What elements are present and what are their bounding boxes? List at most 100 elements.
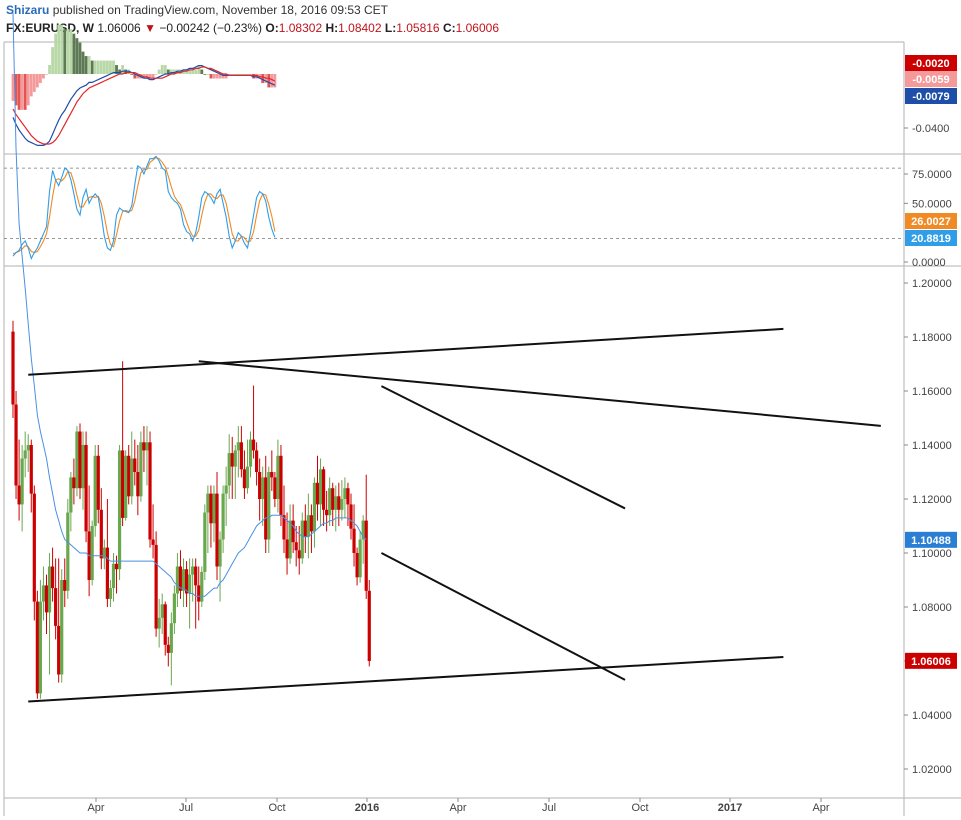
candle-body — [261, 477, 265, 499]
macd-histogram-bar — [23, 74, 27, 110]
candle-body — [297, 550, 301, 559]
candle-down — [209, 485, 213, 548]
macd-histogram-bar — [75, 38, 79, 74]
candle-down — [133, 439, 137, 486]
candle-body — [312, 482, 317, 532]
candle-down — [367, 580, 371, 667]
candle-body — [26, 445, 30, 451]
candle-body — [328, 488, 332, 516]
candle-body — [346, 488, 350, 505]
candle-up — [60, 569, 64, 683]
candle-down — [239, 426, 243, 478]
x-tick-label: 2017 — [718, 802, 742, 814]
macd-histogram-bar — [209, 74, 213, 79]
price-tick-label: 1.02000 — [912, 764, 952, 776]
trendline-1 — [28, 327, 784, 376]
candle-body — [90, 526, 94, 580]
candle-body — [84, 445, 88, 532]
stoch-tag-k: 20.8819 — [905, 230, 957, 246]
macd-histogram-bar — [233, 74, 237, 75]
candle-body — [72, 477, 76, 489]
candle-down — [105, 499, 109, 607]
candle-down — [309, 504, 314, 553]
candle-down — [325, 490, 329, 532]
candle-down — [215, 472, 219, 580]
candle-down — [96, 445, 100, 524]
candle-up — [75, 426, 79, 497]
candle-body — [355, 553, 359, 578]
macd-histogram-bar — [63, 29, 67, 74]
macd-histogram-bar — [172, 69, 176, 74]
price-tick-label: 1.14000 — [912, 440, 952, 452]
candle-body — [151, 539, 155, 545]
candle-body — [172, 593, 176, 624]
macd-histogram-bar — [221, 74, 225, 79]
macd-histogram-bar — [224, 74, 228, 79]
stoch-tick-0: 0.0000 — [912, 257, 946, 269]
candle-body — [105, 547, 109, 599]
candle-down — [148, 431, 152, 548]
price-tag-last-bg — [905, 652, 957, 669]
macd-histogram-bar — [261, 74, 265, 83]
candle-body — [200, 571, 204, 602]
author-name[interactable]: Shizaru — [6, 3, 50, 17]
candle-down — [279, 445, 283, 526]
candle-up — [117, 445, 122, 580]
macd-tick-label: -0.0400 — [912, 123, 949, 135]
candle-down — [264, 455, 268, 553]
candle-body — [188, 574, 192, 594]
candle-body — [154, 544, 158, 629]
candle-body — [245, 466, 250, 489]
candle-down — [127, 445, 131, 505]
candle-up — [191, 558, 195, 602]
candle-body — [142, 442, 146, 451]
candle-body — [251, 439, 256, 451]
candle-down — [337, 482, 341, 526]
candle-down — [270, 450, 274, 491]
candle-body — [93, 455, 97, 526]
candle-body — [133, 458, 137, 472]
candle-body — [175, 566, 180, 594]
candle-up — [233, 445, 237, 499]
macd-histogram-bar — [246, 74, 249, 75]
trendline-2 — [198, 360, 881, 427]
open-value: 1.08302 — [278, 21, 323, 35]
candle-body — [364, 520, 368, 591]
candle-body — [160, 604, 164, 618]
macd-histogram-bar — [60, 24, 64, 74]
candle-up — [139, 431, 143, 502]
candle-down — [154, 531, 158, 637]
candle-up — [157, 598, 161, 648]
candle-body — [270, 472, 274, 478]
price-tick-label: 1.20000 — [912, 278, 952, 290]
candle-up — [218, 531, 222, 602]
candle-body — [111, 563, 116, 589]
candle-body — [139, 442, 143, 497]
price-tick-label: 1.16000 — [912, 386, 952, 398]
macd-histogram-bar — [29, 74, 33, 97]
candle-down — [166, 636, 170, 667]
candle-body — [294, 542, 298, 551]
price-tick-label: 1.18000 — [912, 332, 952, 344]
candle-body — [169, 623, 173, 653]
candle-up — [102, 539, 106, 570]
candle-down — [178, 550, 183, 599]
macd-histogram-bar — [215, 74, 219, 79]
candle-body — [108, 588, 113, 599]
candle-down — [84, 431, 88, 543]
price-tick-label: 1.10000 — [912, 548, 952, 560]
candle-body — [117, 450, 122, 570]
candle-body — [35, 601, 39, 694]
price-tag-ma: 1.10488 — [905, 531, 957, 548]
candle-down — [136, 445, 140, 516]
candle-down — [242, 450, 247, 499]
candle-body — [44, 585, 49, 613]
candle-down — [258, 458, 262, 521]
macd-histogram-bar — [42, 74, 45, 79]
macd-histogram-bar — [157, 69, 161, 74]
candle-body — [69, 477, 73, 513]
symbol-line: FX:EURUSD, W 1.06006 ▼ −0.00242 (−0.23%)… — [6, 21, 499, 35]
candle-body — [267, 472, 271, 540]
candle-up — [47, 553, 52, 675]
